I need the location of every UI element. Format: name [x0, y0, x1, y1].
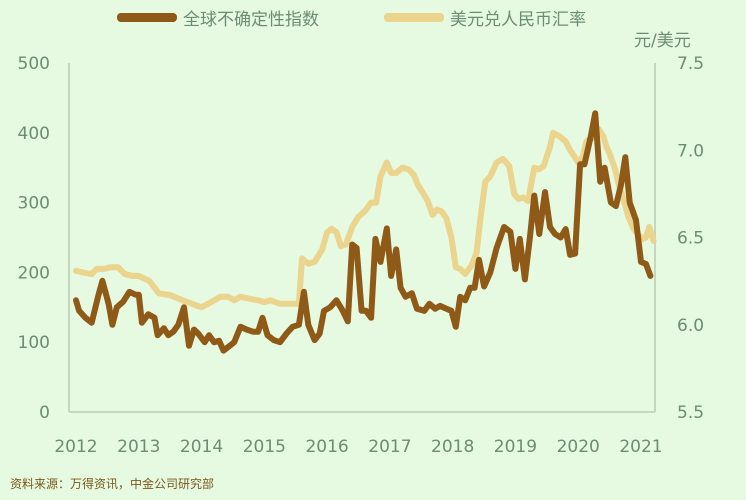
x-tick-label: 2017 [368, 437, 411, 457]
legend-label-usd-cny: 美元兑人民币汇率 [450, 10, 586, 30]
left-tick-label: 400 [18, 124, 50, 144]
x-tick-label: 2016 [305, 437, 348, 457]
right-tick-label: 7.0 [677, 141, 704, 161]
series-layer [73, 110, 657, 354]
legend-swatch-usd-cny [384, 13, 444, 22]
x-tick-label: 2012 [54, 437, 97, 457]
x-tick-label: 2018 [431, 437, 474, 457]
x-tick-label: 2015 [243, 437, 286, 457]
right-tick-label: 7.5 [677, 54, 704, 74]
left-tick-label: 300 [18, 194, 50, 214]
source-note: 资料来源：万得资讯，中金公司研究部 [10, 477, 215, 491]
right-tick-label: 6.5 [677, 229, 704, 249]
right-tick-label: 6.0 [677, 316, 704, 336]
right-axis-unit-label: 元/美元 [634, 31, 691, 51]
series-line-usd-cny [73, 126, 657, 311]
x-tick-label: 2014 [180, 437, 223, 457]
series-line-global-uncertainty [73, 110, 654, 354]
right-tick-label: 5.5 [677, 403, 704, 423]
left-tick-label: 100 [18, 333, 50, 353]
legend: 全球不确定性指数 美元兑人民币汇率 [117, 10, 586, 30]
left-axis-ticks: 0 100 200 300 400 500 [18, 54, 50, 423]
x-tick-label: 2013 [117, 437, 160, 457]
x-tick-label: 2021 [619, 437, 662, 457]
left-tick-label: 200 [18, 263, 50, 283]
x-axis-ticks: 2012 2013 2014 2015 2016 2017 2018 2019 2020 2021 [54, 437, 662, 457]
right-axis-ticks: 5.5 6.0 6.5 7.0 7.5 [677, 54, 704, 423]
left-tick-label: 0 [39, 403, 50, 423]
x-tick-label: 2019 [494, 437, 537, 457]
x-tick-label: 2020 [557, 437, 600, 457]
left-tick-label: 500 [18, 54, 50, 74]
legend-swatch-global-uncertainty [117, 13, 177, 22]
legend-label-global-uncertainty: 全球不确定性指数 [183, 10, 319, 30]
